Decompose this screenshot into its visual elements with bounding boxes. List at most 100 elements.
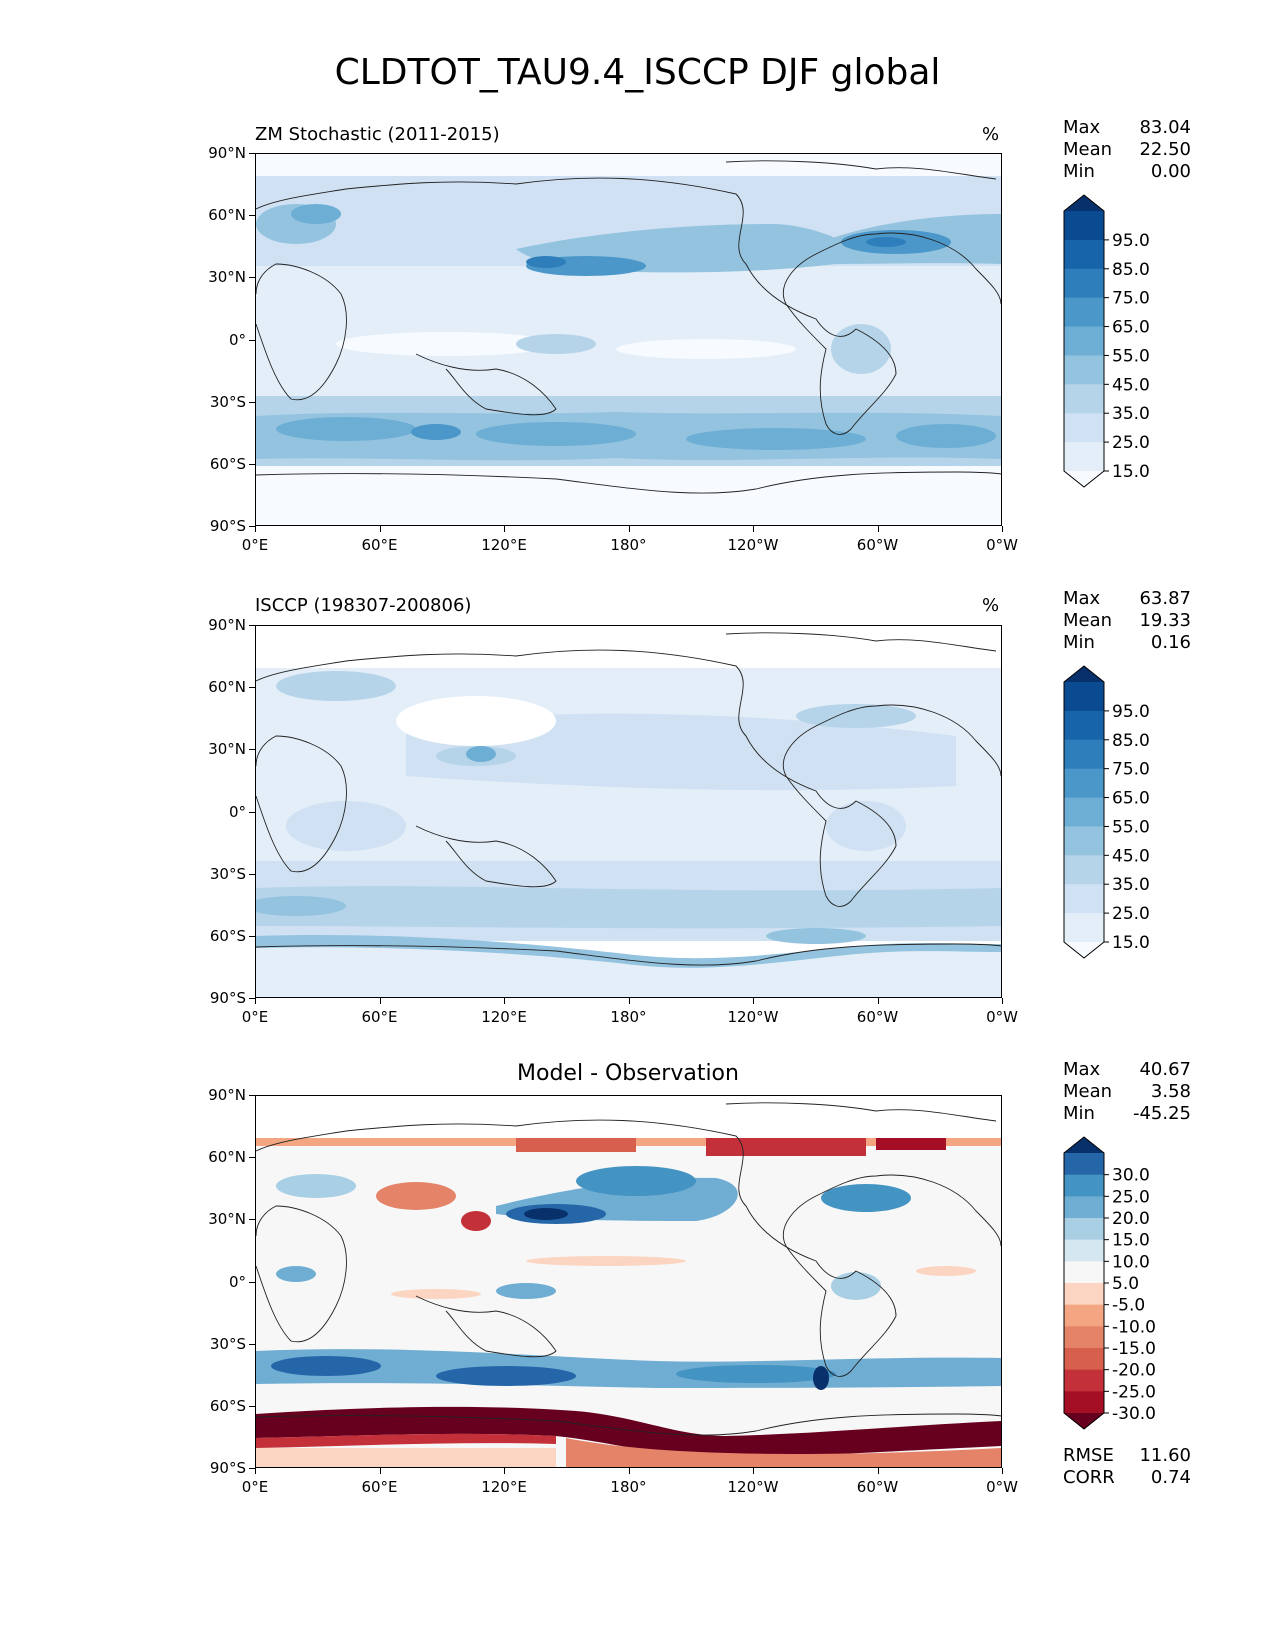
colorbar-label: 65.0 [1112,318,1150,338]
y-tick-mark [249,401,255,403]
colorbar-label: 85.0 [1112,260,1150,280]
panel-3-metrics: RMSE 11.60 CORR 0.74 [1063,1445,1191,1489]
colorbar-label: 75.0 [1112,760,1150,780]
y-tick-mark [249,998,255,999]
colorbar-segment [1064,1304,1104,1327]
colorbar-segment [1064,1348,1104,1371]
stat-label: Max [1063,588,1101,609]
panel-2-colorbar: 95.0 85.0 75.0 65.0 55.0 45.0 35.0 25.0 15.0 5.0 [1060,664,1190,964]
stat-label: Min [1063,161,1095,182]
colorbar-extend-max [1064,1137,1104,1153]
stat-label: Mean [1063,1081,1113,1102]
colorbar-segment [1064,826,1104,856]
y-tick-label: 90°N [208,144,246,162]
colorbar-label: -10.0 [1112,1317,1156,1337]
panel-2-map [255,625,1002,998]
colorbar-segment [1064,1326,1104,1349]
metric-label: CORR [1063,1467,1115,1488]
x-tick-mark [753,998,754,1004]
colorbar-label: -5.0 [1112,1296,1145,1316]
colorbar-segment [1064,1218,1104,1241]
colorbar-outline [1063,194,1105,488]
colorbar-label: 55.0 [1112,346,1150,366]
x-tick-mark [877,1468,879,1474]
x-tick-label: 120°W [727,536,779,554]
colorbar-extend-min [1064,942,1104,958]
y-tick-label: 60°N [208,1148,246,1167]
colorbar-label: 95.0 [1112,231,1150,251]
x-tick-mark [255,1468,256,1474]
panel-1-map [255,153,1002,526]
y-tick-mark [249,811,255,813]
x-tick-label: 60°W [856,536,899,554]
colorbar-segment [1064,442,1104,472]
y-tick-mark [249,1343,255,1345]
x-tick-label: 60°E [361,1478,398,1496]
x-tick-label: 60°E [361,536,398,554]
colorbar-extend-max [1064,195,1104,211]
y-tick-mark [249,526,255,527]
x-tick-label: 0°E [241,1008,269,1026]
colorbar-segment [1064,1261,1104,1284]
colorbar-segment [1064,326,1104,356]
colorbar-segment [1064,913,1104,943]
panel-2-stats: Max 63.87 Mean 19.33 Min 0.16 [1063,588,1191,654]
y-tick-mark [249,687,255,689]
colorbar-label: 65.0 [1112,789,1150,809]
y-tick-mark [249,1219,255,1221]
colorbar-label: -20.0 [1112,1361,1156,1381]
colorbar-label: 15.0 [1112,933,1150,953]
y-tick-label: 60°S [209,454,246,473]
panel-3-stats: Max 40.67 Mean 3.58 Min -45.25 [1063,1059,1191,1125]
colorbar-segment [1064,239,1104,270]
colorbar-label: 45.0 [1112,846,1150,866]
stat-value: -45.25 [1132,1103,1191,1124]
colorbar-label: 55.0 [1112,817,1150,837]
colorbar-label: 15.0 [1112,462,1150,482]
y-tick-label: 30°N [208,268,246,287]
colorbar-label: 75.0 [1112,289,1150,309]
colorbar-label: -25.0 [1112,1382,1156,1402]
x-tick-label: 180° [610,1008,647,1026]
stat-label: Max [1063,117,1101,138]
y-tick-mark [249,935,255,937]
panel-2-units: % [982,595,1000,616]
y-tick-label: 90°S [209,517,246,535]
y-tick-mark [249,463,255,465]
y-tick-mark [249,873,255,875]
colorbar-segment [1064,1153,1104,1176]
colorbar-label: 25.0 [1112,904,1150,924]
x-tick-mark [628,998,630,1004]
x-tick-label: 0°E [241,1478,269,1496]
colorbar-segment [1064,1196,1104,1219]
x-tick-label: 0°W [986,1478,1018,1496]
y-tick-label: 0° [228,802,246,821]
y-tick-label: 30°N [208,740,246,759]
stat-value: 40.67 [1139,1059,1191,1080]
colorbar-extend-max [1064,666,1104,682]
x-tick-label: 0°W [986,536,1018,554]
y-tick-mark [249,339,255,341]
metric-value: 0.74 [1150,1467,1191,1488]
x-tick-label: 180° [610,1478,647,1496]
metric-label: RMSE [1063,1445,1114,1466]
colorbar-segment [1064,710,1104,741]
colorbar-segment [1064,682,1104,712]
colorbar-segment [1064,268,1104,299]
y-tick-label: 90°N [208,1086,246,1104]
colorbar-segment [1064,384,1104,414]
stat-label: Mean [1063,610,1113,631]
colorbar-label: 10.0 [1112,1252,1150,1272]
stat-value: 22.50 [1139,139,1191,160]
stat-value: 83.04 [1139,117,1191,138]
y-tick-label: 30°S [209,392,246,411]
y-tick-mark [249,1405,255,1407]
x-tick-label: 60°W [856,1478,899,1496]
colorbar-segment [1064,768,1104,799]
metric-value: 11.60 [1139,1445,1191,1466]
x-tick-label: 180° [610,536,647,554]
colorbar-svg: 95.0 85.0 75.0 65.0 55.0 45.0 35.0 25.0 15.0 5.0 [1063,665,1150,964]
colorbar-segment [1064,1174,1104,1197]
colorbar-label: 25.0 [1112,433,1150,453]
y-tick-label: 60°N [208,678,246,697]
